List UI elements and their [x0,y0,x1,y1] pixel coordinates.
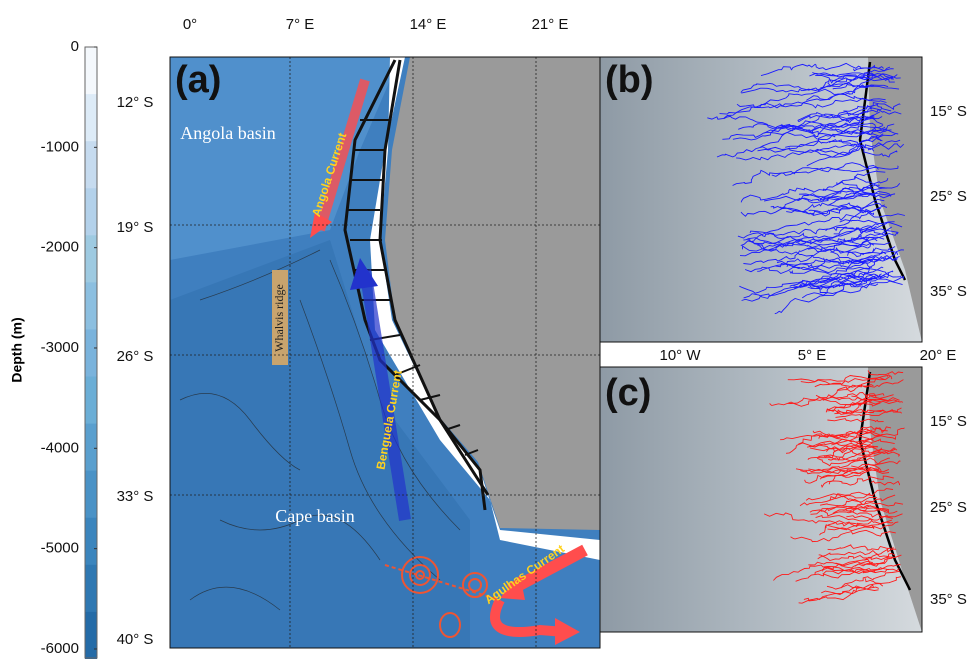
lat-label: 15° S [930,413,967,430]
colorbar-band [85,518,97,566]
colorbar-band [85,565,97,613]
figure: 0 -1000 -2000 -3000 -4000 -5000 -6000 Depth (m… [0,0,968,659]
lat-label: 12° S [117,94,154,111]
lon-label: 0° [183,16,197,33]
colorbar-tick-label: -4000 [41,439,79,456]
colorbar-band [85,47,97,95]
colorbar-band [85,471,97,519]
colorbar-band [85,188,97,236]
lon-label: 5° E [798,347,827,364]
colorbar-band [85,424,97,472]
lon-label: 20° E [920,347,957,364]
colorbar-band [85,612,97,659]
lon-label: 21° E [532,16,569,33]
annotation: Cape basin [275,506,354,526]
lat-label: 33° S [117,488,154,505]
colorbar-tick-label: -5000 [41,540,79,557]
lat-label: 35° S [930,283,967,300]
colorbar-tick-label: 0 [71,38,79,55]
lat-label: 26° S [117,348,154,365]
lat-label: 35° S [930,591,967,608]
colorbar-band [85,141,97,189]
lat-label: 25° S [930,188,967,205]
colorbar-band [85,94,97,142]
lon-label: 7° E [286,16,315,33]
panel-label: (c) [605,372,651,414]
annotation: Angola basin [180,123,275,143]
lat-label: 15° S [930,103,967,120]
lat-label: 40° S [117,631,154,648]
lon-label: 10° W [659,347,701,364]
colorbar-band [85,235,97,283]
lat-label: 19° S [117,219,154,236]
lon-label: 14° E [410,16,447,33]
annotation: Whalvis ridge [272,284,286,352]
colorbar-band [85,329,97,377]
colorbar-band [85,282,97,330]
colorbar-tick-label: -6000 [41,640,79,657]
colorbar-tick-label: -3000 [41,339,79,356]
colorbar: 0 -1000 -2000 -3000 -4000 -5000 -6000 [41,38,97,659]
panel-label: (b) [605,59,654,101]
colorbar-band [85,377,97,425]
panel-label: (a) [175,59,221,101]
lat-label: 25° S [930,499,967,516]
colorbar-label: Depth (m) [9,317,25,382]
colorbar-tick-label: -2000 [41,239,79,256]
colorbar-tick-label: -1000 [41,138,79,155]
